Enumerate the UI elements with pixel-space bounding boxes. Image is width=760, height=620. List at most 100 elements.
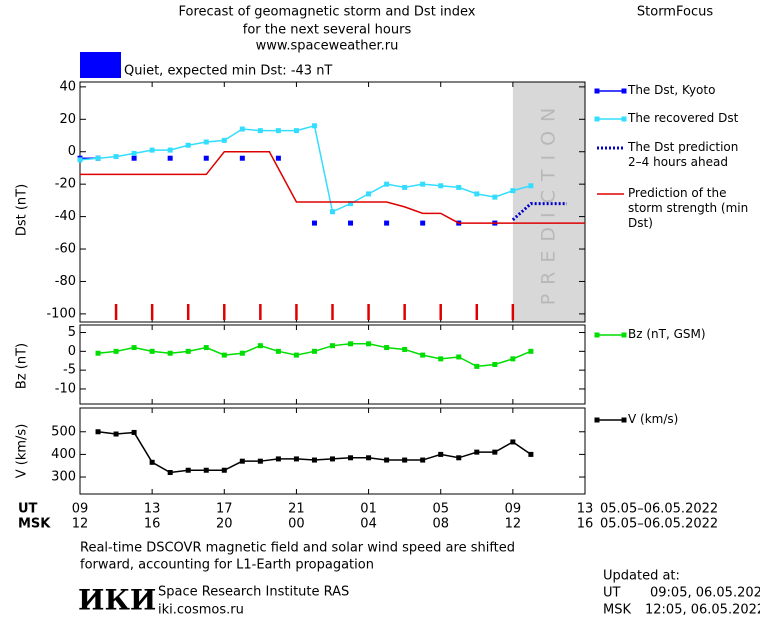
series-point (185, 142, 191, 148)
y-tick-label: 20 (59, 112, 76, 127)
series-point (185, 467, 191, 473)
y-tick-label: 40 (59, 79, 76, 94)
panel-frame (79, 324, 586, 405)
series-point (384, 181, 390, 187)
y-tick-label: 300 (51, 470, 76, 485)
series-line (79, 124, 532, 213)
updated-ut-label: UT (603, 586, 621, 601)
prediction-shade (512, 82, 585, 322)
status-box (80, 52, 121, 78)
legend-entry: The Dst, Kyoto (628, 83, 716, 97)
series-point (239, 126, 245, 132)
series-point (113, 431, 119, 437)
series-line (97, 431, 532, 474)
series-point (293, 456, 299, 462)
note: Real-time DSCOVR magnetic field and sola… (80, 541, 515, 556)
series-point (221, 467, 227, 473)
series-point (420, 181, 426, 187)
legend-entry: V (km/s) (628, 412, 679, 426)
y-tick-label: -10 (55, 381, 76, 396)
y-tick-label: 0 (68, 144, 76, 159)
x-tick-label: 12 (72, 517, 89, 532)
updated-msk-time: 12:05, 06.05.2022 (645, 603, 760, 618)
series-point (492, 362, 498, 367)
series-point (438, 356, 444, 362)
series-point (275, 128, 281, 134)
series-point (528, 348, 534, 354)
series-point (510, 439, 516, 445)
series-point (510, 356, 516, 362)
brand: StormFocus (637, 5, 713, 20)
y-tick-label: -5 (63, 363, 76, 378)
series-point (474, 191, 480, 197)
series-point (348, 201, 354, 207)
shade-label: PREDICTION (537, 99, 559, 306)
logo: ИКИ (78, 584, 156, 617)
series-point (167, 147, 173, 153)
series-point (528, 183, 534, 189)
x-tick-label: 12 (505, 517, 522, 532)
y-axis-label: Dst (nT) (15, 184, 30, 236)
x-tick-label: 16 (144, 517, 161, 532)
y-tick-label: 5 (68, 325, 76, 340)
y-tick-label: -40 (55, 209, 76, 224)
series-point (95, 429, 101, 435)
series-point (131, 429, 137, 435)
title-line: Forecast of geomagnetic storm and Dst in… (178, 5, 475, 20)
x-date: 05.05–06.05.2022 (600, 517, 718, 532)
x-row-label: MSK (18, 517, 51, 532)
series-point (420, 457, 426, 463)
series-point (528, 451, 534, 457)
series-point (311, 123, 317, 129)
x-tick-label: 21 (288, 502, 305, 517)
x-tick-label: 00 (288, 517, 305, 532)
series-point (492, 194, 498, 200)
series-point (95, 350, 101, 356)
legend-marker (621, 417, 627, 423)
series-point (474, 449, 480, 455)
legend-entry: The recovered Dst (628, 111, 739, 125)
series-point (167, 470, 173, 475)
status-text: Quiet, expected min Dst: -43 nT (124, 64, 332, 79)
series-point (149, 459, 155, 465)
series-point (293, 352, 299, 358)
series-point (167, 155, 173, 161)
x-row-label: UT (18, 502, 38, 517)
series-line (80, 150, 585, 224)
x-tick-label: 09 (72, 502, 89, 517)
series-point (293, 128, 299, 134)
series-point (77, 157, 83, 163)
series-point (221, 352, 227, 358)
series-point (348, 220, 354, 226)
legend-entry: Bz (nT, GSM) (628, 327, 706, 341)
series-point (510, 188, 516, 194)
legend-marker (594, 116, 600, 122)
series-point (113, 348, 119, 354)
y-tick-label: 500 (51, 424, 76, 439)
series-point (474, 363, 480, 369)
legend-marker (621, 116, 627, 122)
series-point (402, 346, 408, 352)
series-point (203, 467, 209, 473)
series-point (311, 348, 317, 354)
series-point (438, 183, 444, 189)
series-point (275, 155, 281, 161)
series-point (257, 458, 263, 464)
series-line (97, 343, 532, 368)
institute-url: iki.cosmos.ru (158, 603, 244, 618)
series-point (185, 348, 191, 354)
series-point (275, 348, 281, 354)
series-point (203, 345, 209, 351)
series-point (239, 155, 245, 161)
x-tick-label: 09 (505, 502, 522, 517)
x-date: 05.05–06.05.2022 (600, 502, 718, 517)
x-tick-label: 13 (144, 502, 161, 517)
series-point (330, 343, 335, 349)
series-point (348, 341, 354, 347)
y-axis-label: V (km/s) (15, 424, 30, 479)
series-point (348, 455, 354, 461)
y-tick-label: 400 (51, 447, 76, 462)
series-point (438, 451, 444, 457)
series-point (366, 191, 372, 197)
